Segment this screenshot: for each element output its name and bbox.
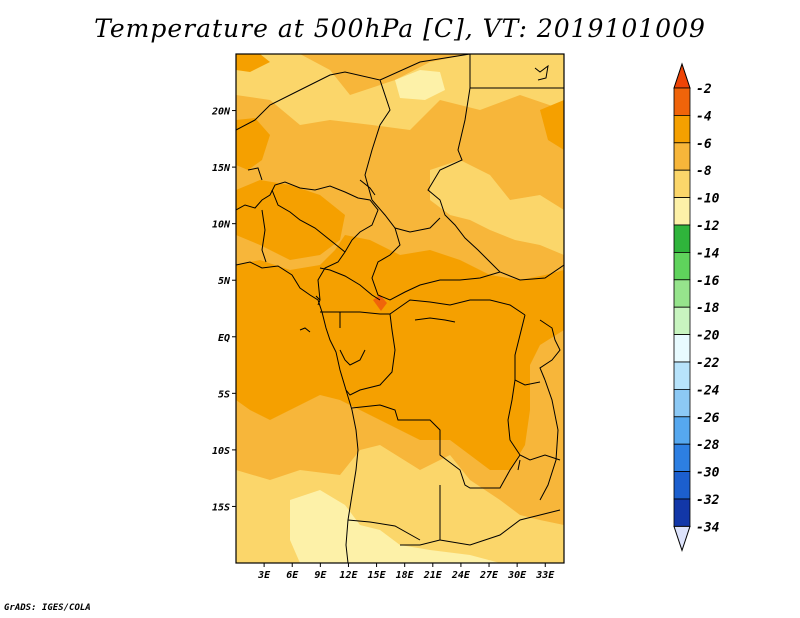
colorbar-legend: -2 -4 -6 -8 -10 -12 -14 -16 -18 -20 -22 -24 -26 -28 -3… (673, 62, 720, 552)
lon-tick-label: 3E (257, 570, 271, 581)
colorbar-swatch (673, 251, 691, 281)
lon-tick-label: 33E (535, 570, 555, 581)
contour-region-4-6 (236, 54, 270, 72)
lon-tick-label: 27E (479, 570, 499, 581)
contour-region-4-6 (540, 100, 564, 150)
lat-tick-label: 5N (218, 276, 231, 287)
colorbar-label: -2 (696, 82, 712, 97)
lon-tick-label: 15E (368, 570, 387, 581)
temperature-field (236, 54, 564, 563)
colorbar-label: -30 (696, 466, 720, 481)
colorbar-label: -28 (696, 438, 720, 453)
lon-tick-label: 9E (314, 570, 327, 581)
colorbar-label: -20 (696, 329, 720, 344)
lat-tick-label: 10N (212, 220, 231, 231)
political-boundaries (236, 54, 564, 563)
latitude-axis: 20N 15N 10N 5N EQ 5S 10S 15S (211, 107, 236, 513)
colorbar-label: -26 (696, 411, 720, 426)
colorbar-label: -18 (696, 301, 720, 316)
colorbar-swatch (673, 416, 691, 445)
colorbar-label: -24 (696, 383, 720, 398)
colorbar-swatch (673, 142, 691, 171)
lon-tick-label: 6E (286, 570, 299, 581)
lat-tick-label: 20N (211, 107, 231, 118)
contour-region-4-6 (236, 235, 564, 470)
colorbar-swatch (673, 361, 691, 390)
colorbar-swatch (673, 443, 691, 473)
colorbar-swatch (673, 388, 691, 418)
colorbar-swatch (673, 115, 691, 144)
lon-tick-label: 12E (339, 570, 358, 581)
grads-credit: GrADS: IGES/COLA (4, 603, 91, 613)
colorbar-swatch (673, 224, 691, 253)
colorbar-label: -16 (696, 274, 720, 289)
colorbar-label: -10 (696, 192, 720, 207)
colorbar-label: -14 (696, 246, 720, 261)
lat-tick-label: 15N (212, 163, 231, 174)
lon-tick-label: 30E (507, 570, 527, 581)
colorbar-label: -34 (696, 520, 720, 535)
map-title: Temperature at 500hPa [C], VT: 201910100… (94, 14, 706, 43)
colorbar-label: -32 (696, 493, 720, 508)
contour-region-4-6 (236, 118, 270, 170)
contour-region-10-12 (395, 70, 445, 100)
colorbar-swatch (673, 471, 691, 500)
lon-tick-label: 24E (451, 570, 471, 581)
colorbar-label: -12 (696, 219, 720, 234)
colorbar-label: -4 (696, 109, 712, 124)
lon-tick-label: 18E (396, 570, 415, 581)
colorbar-swatch (673, 87, 691, 116)
colorbar-swatch (673, 279, 691, 308)
map-frame (235, 53, 565, 564)
colorbar-swatch (673, 498, 691, 527)
lat-tick-label: 5S (218, 389, 230, 400)
contour-region-10-12 (290, 490, 500, 563)
colorbar-label: -8 (696, 164, 712, 179)
contour-region-8-10 (430, 160, 564, 255)
longitude-axis: 3E 6E 9E 12E 15E 18E 21E 24E 27E 30E 33E (257, 563, 555, 581)
colorbar-swatch (673, 169, 691, 198)
lon-tick-label: 21E (423, 570, 443, 581)
colorbar-top-arrow (673, 62, 691, 89)
colorbar-swatch (673, 306, 691, 336)
lat-tick-label: EQ (218, 333, 230, 344)
colorbar-label: -22 (696, 356, 720, 371)
lat-tick-label: 10S (212, 446, 230, 457)
colorbar-bottom-arrow (673, 525, 691, 552)
colorbar-label: -6 (696, 137, 712, 152)
colorbar-swatch (673, 334, 691, 363)
contour-region-2-4 (373, 295, 387, 311)
lat-tick-label: 15S (212, 502, 230, 513)
colorbar-swatch (673, 197, 691, 226)
